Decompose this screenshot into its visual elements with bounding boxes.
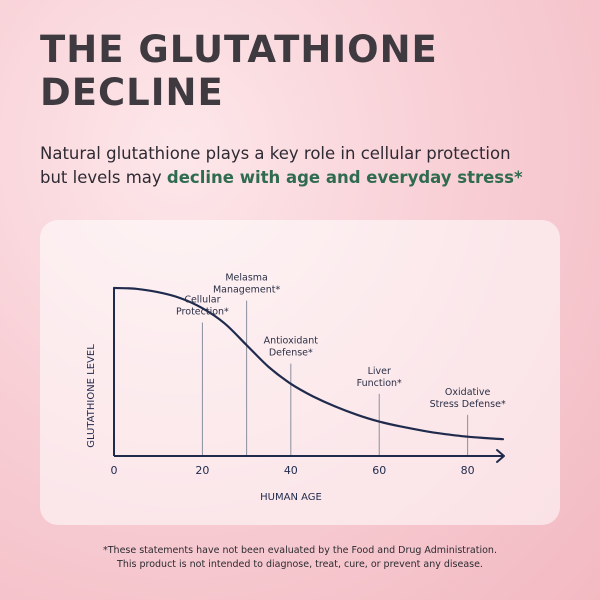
headline-line-1: THE GLUTATHIONE	[40, 28, 438, 71]
subtitle-line-2-plain: but levels may	[40, 168, 167, 187]
x-tick-label: 40	[284, 464, 298, 477]
annotation-label: Liver	[368, 366, 391, 377]
annotation-label: Defense*	[269, 348, 313, 359]
annotation-label: Melasma	[225, 273, 268, 284]
disclaimer-line-2: This product is not intended to diagnose…	[117, 559, 483, 570]
annotation-markers	[201, 300, 469, 456]
subtitle-line-1: Natural glutathione plays a key role in …	[40, 144, 511, 163]
annotation-label: Management*	[213, 285, 281, 296]
annotation-label: Cellular	[184, 294, 220, 305]
disclaimer: *These statements have not been evaluate…	[0, 544, 600, 572]
x-axis-arrow-icon	[496, 449, 505, 463]
subtitle: Natural glutathione plays a key role in …	[40, 142, 570, 190]
series-line	[112, 286, 505, 441]
y-axis-label: GLUTATHIONE LEVEL	[86, 344, 97, 448]
x-axis-label: HUMAN AGE	[260, 492, 322, 503]
subtitle-highlight: decline with age and everyday stress*	[166, 168, 523, 187]
x-tick-label: 60	[372, 464, 386, 477]
x-tick-labels: 0 20 40 60 80	[111, 464, 475, 477]
headline: THE GLUTATHIONE DECLINE	[40, 28, 560, 114]
annotation-label: Function*	[357, 378, 402, 389]
x-tick-label: 0	[111, 464, 118, 477]
axes	[113, 288, 505, 463]
headline-line-2: DECLINE	[40, 71, 224, 114]
x-tick-label: 80	[461, 464, 475, 477]
chart-card	[40, 220, 560, 525]
x-tick-label: 20	[195, 464, 209, 477]
annotation-label: Stress Defense*	[430, 399, 506, 410]
annotation-label: Antioxidant	[264, 336, 319, 347]
disclaimer-line-1: *These statements have not been evaluate…	[103, 545, 497, 556]
annotation-label: Oxidative	[445, 387, 491, 398]
annotation-label: Protection*	[176, 306, 229, 317]
